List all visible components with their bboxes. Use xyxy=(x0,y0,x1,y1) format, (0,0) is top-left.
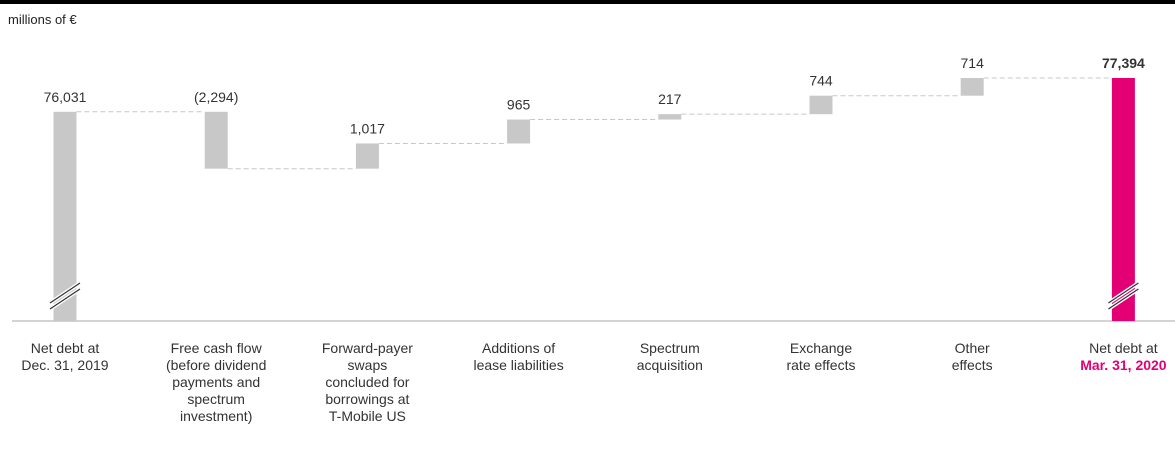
category-label-6: Exchange rate effects xyxy=(751,340,891,374)
category-label-text: Net debt at xyxy=(1089,340,1158,356)
category-label-text: Other effects xyxy=(951,340,993,373)
bar-2 xyxy=(204,111,228,169)
category-label-5: Spectrum acquisition xyxy=(600,340,740,374)
value-label-3: 1,017 xyxy=(350,120,385,136)
value-label-2: (2,294) xyxy=(194,89,238,105)
category-label-7: Other effects xyxy=(902,340,1042,374)
category-label-text: Free cash flow (before dividend payments… xyxy=(165,340,267,424)
category-label-text: Forward-payer swaps concluded for borrow… xyxy=(321,340,413,424)
category-label-text: Exchange rate effects xyxy=(786,340,856,373)
category-label-2: Free cash flow (before dividend payments… xyxy=(146,340,286,425)
bar-8 xyxy=(1111,78,1135,321)
unit-label: millions of € xyxy=(8,12,77,27)
value-label-8: 77,394 xyxy=(1102,55,1145,71)
category-label-1: Net debt at Dec. 31, 2019 xyxy=(0,340,135,374)
category-label-highlight: Mar. 31, 2020 xyxy=(1080,357,1167,373)
value-label-6: 744 xyxy=(809,73,833,89)
value-label-5: 217 xyxy=(658,91,682,107)
axis-break-1 xyxy=(48,281,82,311)
axis-break-8 xyxy=(1107,281,1140,311)
bar-7 xyxy=(960,78,984,96)
category-label-8: Net debt at Mar. 31, 2020 xyxy=(1053,340,1175,374)
category-label-text: Spectrum acquisition xyxy=(636,340,703,373)
category-label-4: Additions of lease liabilities xyxy=(449,340,589,374)
value-label-4: 965 xyxy=(507,97,531,113)
bar-1 xyxy=(53,111,77,321)
value-label-7: 714 xyxy=(961,55,985,71)
bar-5 xyxy=(658,114,682,120)
bar-6 xyxy=(809,95,833,115)
category-label-text: Net debt at Dec. 31, 2019 xyxy=(21,340,109,373)
bar-4 xyxy=(507,119,531,144)
bar-3 xyxy=(355,143,379,169)
top-rule xyxy=(0,0,1175,4)
value-label-1: 76,031 xyxy=(44,89,87,105)
category-label-3: Forward-payer swaps concluded for borrow… xyxy=(297,340,437,425)
category-label-text: Additions of lease liabilities xyxy=(473,340,564,373)
